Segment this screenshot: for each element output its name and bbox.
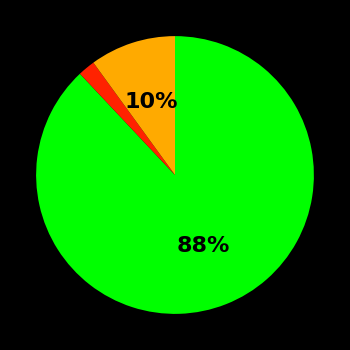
Text: 88%: 88% bbox=[176, 236, 230, 256]
Wedge shape bbox=[93, 36, 175, 175]
Wedge shape bbox=[36, 36, 314, 314]
Text: 10%: 10% bbox=[125, 92, 178, 112]
Wedge shape bbox=[80, 63, 175, 175]
